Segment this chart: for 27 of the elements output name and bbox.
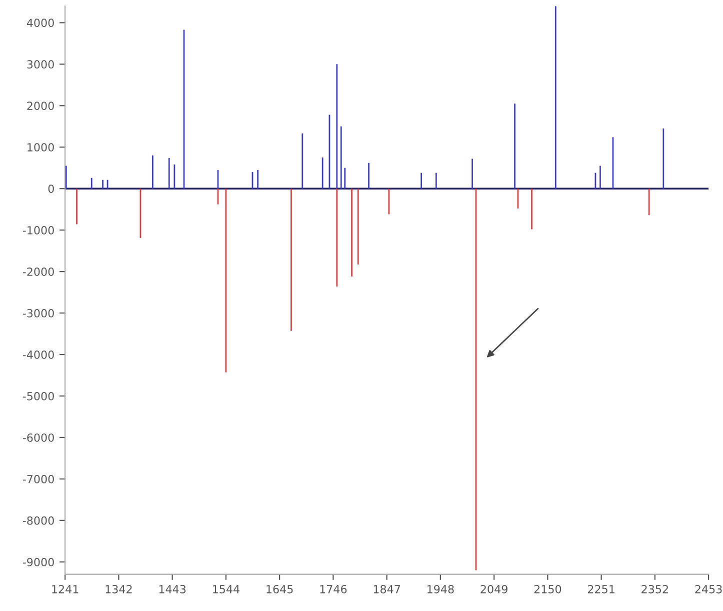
x-tick-label: 1342 <box>106 584 132 594</box>
x-tick-label: 1746 <box>320 584 347 594</box>
x-tick-label: 1948 <box>428 584 454 594</box>
x-tick-label: 1847 <box>374 584 400 594</box>
y-tick-label: -1000 <box>22 226 54 234</box>
x-tick-label: 1241 <box>52 584 78 594</box>
y-tick-label: -8000 <box>22 516 54 525</box>
y-tick-label: -5000 <box>22 392 54 400</box>
y-tick-label: 0 <box>48 184 54 193</box>
y-tick-label: 2000 <box>27 102 54 110</box>
y-tick-label: 1000 <box>28 143 54 152</box>
y-tick-label: 3000 <box>27 60 54 69</box>
x-tick-label: 1645 <box>266 584 293 594</box>
x-tick-label: 2049 <box>480 584 508 594</box>
x-tick-label: 1443 <box>159 584 186 594</box>
x-tick-label: 2453 <box>695 584 722 594</box>
x-tick-label: 2150 <box>534 584 562 594</box>
y-tick-label: -7000 <box>22 474 54 484</box>
x-tick-label: 2352 <box>642 584 668 594</box>
y-tick-label: -4000 <box>22 350 54 359</box>
x-tick-label: 2251 <box>588 584 614 594</box>
y-tick-label: -6000 <box>22 433 54 442</box>
y-tick-label: -3000 <box>22 309 54 318</box>
y-tick-label: 4000 <box>26 18 54 28</box>
x-tick-label: 1544 <box>213 585 240 594</box>
y-tick-label: -9000 <box>22 558 54 566</box>
y-tick-label: -2000 <box>22 268 54 276</box>
